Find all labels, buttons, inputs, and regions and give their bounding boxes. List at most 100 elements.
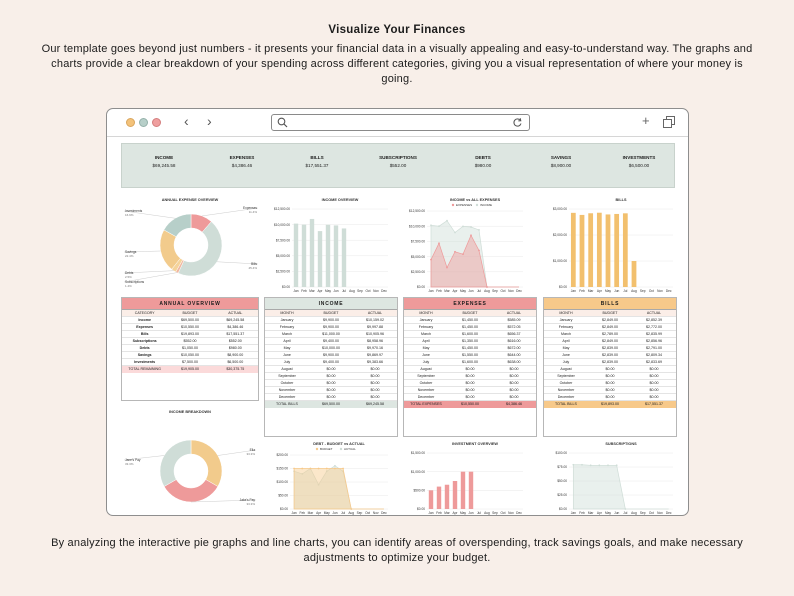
series-budget-point bbox=[317, 467, 320, 470]
x-tick-label: Jun bbox=[333, 289, 338, 293]
table-row: Subscriptions $552.00 $552.00 bbox=[122, 338, 258, 345]
table-row: June $9,900.00 $9,869.97 bbox=[265, 352, 397, 359]
close-dot-icon[interactable] bbox=[152, 118, 161, 127]
series-expenses-point bbox=[430, 258, 432, 261]
x-tick-label: May bbox=[460, 511, 466, 515]
series-point bbox=[607, 464, 609, 467]
bar bbox=[622, 213, 628, 287]
pie-slice bbox=[177, 221, 223, 277]
table-row: June $2,839.00 $2,809.34 bbox=[544, 352, 676, 359]
tabs-icon[interactable] bbox=[663, 116, 676, 129]
bar bbox=[317, 231, 323, 287]
chevron-left-icon[interactable]: ‹ bbox=[184, 113, 189, 129]
table-row: August $0.00 $0.00 bbox=[544, 366, 676, 373]
bar bbox=[579, 214, 585, 287]
y-tick-label: $0.00 bbox=[280, 507, 288, 511]
x-tick-label: May bbox=[460, 289, 466, 293]
table-title: ANNUAL OVERVIEW bbox=[122, 298, 258, 310]
legend-marker bbox=[451, 203, 455, 207]
x-tick-label: Oct bbox=[649, 511, 654, 515]
leader-line bbox=[190, 499, 257, 503]
x-tick-label: May bbox=[324, 511, 330, 515]
y-tick-label: $0.00 bbox=[282, 285, 290, 289]
x-tick-label: Jan bbox=[428, 289, 433, 293]
x-tick-label: Apr bbox=[453, 289, 459, 293]
y-tick-label: $100.00 bbox=[276, 480, 288, 484]
series-budget-point bbox=[342, 467, 344, 470]
bar bbox=[309, 218, 315, 287]
x-tick-label: Sep bbox=[357, 511, 363, 515]
bar bbox=[428, 490, 434, 509]
table-row: April $1,350.00 $616.00 bbox=[404, 338, 536, 345]
bar bbox=[588, 213, 594, 287]
y-tick-label: $100.00 bbox=[555, 451, 567, 455]
table-row: November $0.00 $0.00 bbox=[404, 387, 536, 394]
y-tick-label: $2,000.00 bbox=[553, 233, 567, 237]
pie-slice bbox=[163, 479, 219, 503]
table-row: September $0.00 $0.00 bbox=[404, 373, 536, 380]
chevron-right-icon[interactable]: › bbox=[207, 113, 212, 129]
leader-line bbox=[123, 210, 176, 219]
x-tick-label: Mar bbox=[308, 511, 314, 515]
series-income-point bbox=[446, 219, 448, 222]
x-tick-label: Sep bbox=[640, 511, 646, 515]
y-tick-label: $200.00 bbox=[276, 453, 288, 457]
new-tab-icon[interactable]: + bbox=[642, 113, 650, 128]
x-tick-label: Nov bbox=[373, 511, 379, 515]
legend-label: INCOME bbox=[480, 203, 492, 207]
x-tick-label: Nov bbox=[373, 289, 379, 293]
table-row: October $0.00 $0.00 bbox=[265, 380, 397, 387]
x-tick-label: Jun bbox=[468, 511, 473, 515]
x-tick-label: Aug bbox=[631, 289, 637, 293]
table-row: Savings $10,050.00 $8,900.00 bbox=[122, 352, 258, 359]
x-tick-label: Jul bbox=[477, 289, 481, 293]
minimize-dot-icon[interactable] bbox=[126, 118, 135, 127]
table-title: INCOME bbox=[265, 298, 397, 310]
table-row: March $1,600.00 $656.37 bbox=[404, 331, 536, 338]
x-tick-label: May bbox=[605, 511, 611, 515]
pie-label: Ella bbox=[250, 448, 256, 452]
summary-expenses: EXPENSES $4,386.46 bbox=[229, 155, 255, 168]
address-bar[interactable] bbox=[271, 114, 530, 131]
table-column-header: MONTH BUDGET ACTUAL bbox=[404, 310, 536, 317]
x-tick-label: Jul bbox=[623, 511, 627, 515]
summary-income: INCOME $69,245.58 bbox=[152, 155, 176, 168]
x-tick-label: Mar bbox=[588, 289, 594, 293]
table-row: August $0.00 $0.00 bbox=[404, 366, 536, 373]
y-tick-label: $5,000.00 bbox=[276, 254, 290, 258]
pie-value: 1.4% bbox=[125, 284, 132, 288]
x-tick-label: Mar bbox=[444, 511, 450, 515]
leader-line bbox=[123, 270, 174, 274]
chart-title: INVESTMENT OVERVIEW bbox=[452, 442, 498, 446]
x-tick-label: Aug bbox=[484, 511, 490, 515]
y-tick-label: $3,000.00 bbox=[553, 207, 567, 211]
x-tick-label: Apr bbox=[453, 511, 459, 515]
table-column-header: MONTH BUDGET ACTUAL bbox=[265, 310, 397, 317]
footer-paragraph: By analyzing the interactive pie graphs … bbox=[51, 537, 743, 564]
table-row: April $9,400.00 $8,958.96 bbox=[265, 338, 397, 345]
y-tick-label: $10,000.00 bbox=[274, 223, 290, 227]
maximize-dot-icon[interactable] bbox=[139, 118, 148, 127]
expenses-table: EXPENSES MONTH BUDGET ACTUAL January $1,450… bbox=[403, 297, 537, 437]
series-expenses-point bbox=[470, 234, 472, 237]
y-tick-label: $500.00 bbox=[413, 489, 425, 493]
table-title: BILLS bbox=[544, 298, 676, 310]
series-expenses-point bbox=[454, 250, 456, 253]
chart-title: ANNUAL EXPENSE OVERVIEW bbox=[162, 198, 219, 202]
table-row: May $1,450.00 $672.00 bbox=[404, 345, 536, 352]
x-tick-label: Mar bbox=[588, 511, 594, 515]
series-budget-point bbox=[334, 467, 336, 470]
bar bbox=[614, 213, 620, 287]
table-row: July $9,400.00 $9,383.66 bbox=[265, 359, 397, 366]
summary-investments: INVESTMENTS $6,500.00 bbox=[622, 155, 656, 168]
x-tick-label: Jun bbox=[614, 511, 619, 515]
table-row: February $1,450.00 $572.05 bbox=[404, 324, 536, 331]
x-tick-label: Jan bbox=[292, 511, 297, 515]
y-tick-label: $25.00 bbox=[557, 493, 567, 497]
x-tick-label: Mar bbox=[309, 289, 315, 293]
reload-icon[interactable] bbox=[512, 117, 523, 128]
table-row: December $0.00 $0.00 bbox=[404, 394, 536, 401]
series-point bbox=[572, 463, 575, 466]
bills-table: BILLS MONTH BUDGET ACTUAL January $2,849.00… bbox=[543, 297, 677, 437]
